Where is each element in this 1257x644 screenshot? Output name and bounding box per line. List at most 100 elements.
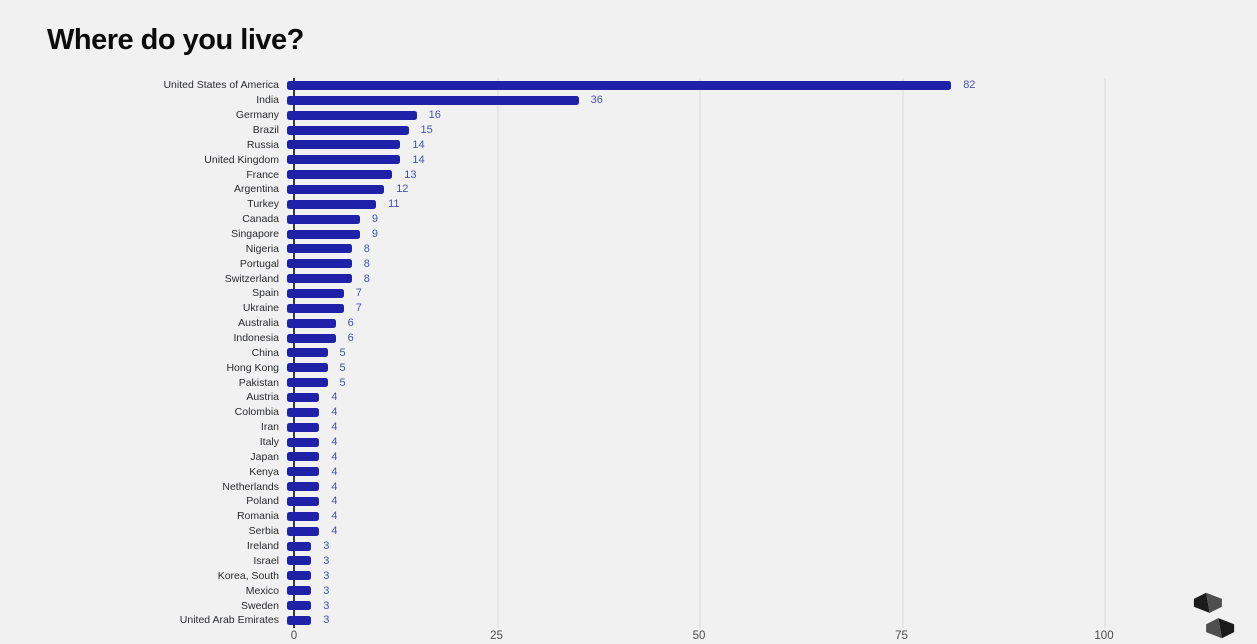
bar-row: Kenya 4 xyxy=(0,464,1257,479)
category-label: Pakistan xyxy=(238,376,279,389)
page-title: Where do you live? xyxy=(47,24,304,56)
bar-row: Argentina 12 xyxy=(0,182,1257,197)
bar-row: Australia 6 xyxy=(0,316,1257,331)
value-label: 7 xyxy=(355,302,362,315)
bar xyxy=(287,333,336,343)
bar xyxy=(287,214,360,224)
value-label: 5 xyxy=(339,346,346,359)
category-label: United States of America xyxy=(163,79,279,92)
bar-row: Pakistan 5 xyxy=(0,375,1257,390)
bar xyxy=(287,615,312,625)
category-label: Italy xyxy=(259,436,279,449)
value-label: 7 xyxy=(355,287,362,300)
bar xyxy=(287,407,320,417)
bar xyxy=(287,422,320,432)
bar xyxy=(287,259,352,269)
bar-row: Colombia 4 xyxy=(0,405,1257,420)
value-label: 9 xyxy=(371,213,379,226)
category-label: Kenya xyxy=(249,465,279,478)
bar-row: United Kingdom 14 xyxy=(0,152,1257,167)
category-label: France xyxy=(246,168,279,181)
bar xyxy=(287,184,385,194)
bar xyxy=(287,526,320,536)
category-label: Indonesia xyxy=(233,332,279,345)
bar xyxy=(287,392,320,402)
value-label: 6 xyxy=(347,332,354,345)
bar-row: Indonesia 6 xyxy=(0,331,1257,346)
gridline xyxy=(496,78,499,628)
bar-row: Brazil 15 xyxy=(0,123,1257,138)
slido-logo-icon xyxy=(1193,592,1235,639)
bar-row: Switzerland 8 xyxy=(0,271,1257,286)
category-label: Colombia xyxy=(234,406,279,419)
category-label: Sweden xyxy=(241,599,279,612)
bar-row: India 36 xyxy=(0,93,1257,108)
category-label: Russia xyxy=(246,138,279,151)
category-label: Switzerland xyxy=(224,272,279,285)
value-label: 4 xyxy=(331,480,338,493)
bar xyxy=(287,229,360,239)
category-label: Mexico xyxy=(245,584,279,597)
value-label: 4 xyxy=(331,495,338,508)
category-label: Israel xyxy=(253,554,279,567)
x-tick-label: 50 xyxy=(692,630,706,642)
bar xyxy=(287,363,328,373)
category-label: Singapore xyxy=(231,228,279,241)
bar xyxy=(287,348,328,358)
bar-row: Poland 4 xyxy=(0,494,1257,509)
bar-row: Ireland 3 xyxy=(0,539,1257,554)
category-label: Canada xyxy=(242,213,279,226)
bar xyxy=(287,199,377,209)
value-label: 4 xyxy=(331,406,338,419)
bar-row: Sweden 3 xyxy=(0,598,1257,613)
bar xyxy=(287,601,312,610)
gridline xyxy=(1104,78,1106,628)
category-label: Ukraine xyxy=(242,302,279,315)
bar xyxy=(287,95,579,105)
bar-row: Iran 4 xyxy=(0,420,1257,435)
bar xyxy=(287,482,320,492)
bar-row: Netherlands 4 xyxy=(0,479,1257,494)
bar-row: Serbia 4 xyxy=(0,524,1257,539)
value-label: 3 xyxy=(323,584,330,597)
bar xyxy=(287,586,312,596)
bar xyxy=(287,467,320,477)
value-label: 3 xyxy=(323,569,330,582)
value-label: 13 xyxy=(404,168,417,181)
category-label: Argentina xyxy=(234,183,279,196)
value-label: 3 xyxy=(323,599,330,612)
category-label: Poland xyxy=(246,495,279,508)
value-label: 15 xyxy=(420,124,433,136)
bar xyxy=(287,125,409,135)
bar-row: Romania 4 xyxy=(0,509,1257,524)
value-label: 9 xyxy=(371,228,379,241)
category-label: Turkey xyxy=(247,198,279,211)
value-label: 4 xyxy=(331,391,338,404)
value-label: 4 xyxy=(331,525,338,538)
bar-row: Ukraine 7 xyxy=(0,301,1257,316)
value-label: 14 xyxy=(412,138,425,151)
bar-row: France 13 xyxy=(0,167,1257,182)
x-tick-label: 75 xyxy=(895,630,908,642)
bar xyxy=(287,170,393,180)
bar-row: Turkey 11 xyxy=(0,197,1257,212)
bar xyxy=(287,571,312,581)
bar xyxy=(287,496,320,506)
bar-row: Japan 4 xyxy=(0,449,1257,464)
bar-row: Austria 4 xyxy=(0,390,1257,405)
value-label: 4 xyxy=(331,421,338,434)
bar-row: Italy 4 xyxy=(0,435,1257,450)
value-label: 5 xyxy=(339,361,346,374)
value-label: 4 xyxy=(331,465,338,478)
category-label: Portugal xyxy=(239,257,279,270)
value-label: 8 xyxy=(363,242,370,255)
category-label: Germany xyxy=(235,109,279,122)
category-label: United Arab Emirates xyxy=(179,614,279,627)
value-label: 16 xyxy=(428,109,441,122)
category-label: Spain xyxy=(252,287,279,300)
category-label: Hong Kong xyxy=(226,361,279,374)
bar-row: Singapore 9 xyxy=(0,227,1257,242)
category-label: India xyxy=(256,94,279,107)
value-label: 12 xyxy=(396,183,409,196)
bar xyxy=(287,541,312,551)
